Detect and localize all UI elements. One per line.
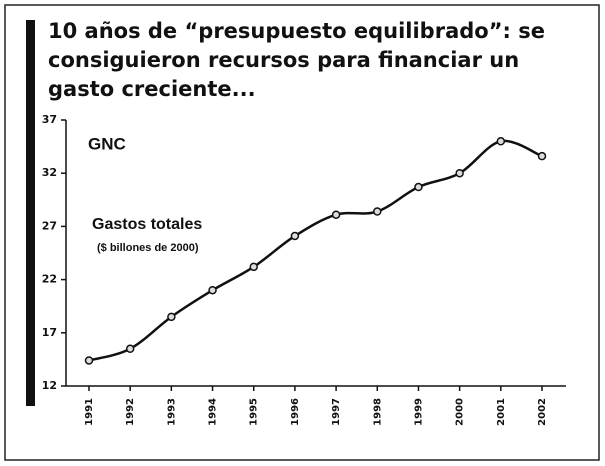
marker bbox=[290, 231, 300, 241]
x-tick-label: 1992 bbox=[125, 398, 136, 426]
marker bbox=[331, 210, 341, 219]
x-tick-label: 1998 bbox=[372, 398, 383, 426]
title-line: gasto creciente... bbox=[48, 77, 256, 101]
marker bbox=[249, 262, 258, 272]
marker bbox=[125, 344, 135, 354]
x-tick-label: 1996 bbox=[290, 398, 301, 426]
annotation: Gastos totales bbox=[92, 216, 202, 233]
x-tick-label: 2000 bbox=[455, 398, 466, 426]
x-tick-label: 2002 bbox=[537, 398, 548, 426]
x-tick-label: 1991 bbox=[84, 398, 95, 426]
annotation: ($ billones de 2000) bbox=[97, 242, 199, 254]
y-tick-label: 12 bbox=[42, 379, 57, 392]
marker bbox=[496, 137, 506, 146]
y-tick-label: 17 bbox=[42, 326, 57, 339]
marker bbox=[537, 151, 547, 161]
marker bbox=[414, 182, 423, 192]
marker bbox=[167, 312, 176, 322]
annotation: GNC bbox=[88, 134, 126, 153]
x-tick-label: 2001 bbox=[496, 398, 507, 426]
x-tick-label: 1999 bbox=[413, 398, 424, 426]
x-tick-label: 1993 bbox=[166, 398, 177, 426]
marker bbox=[208, 285, 217, 295]
title-line: 10 años de “presupuesto equilibrado”: se bbox=[48, 19, 545, 43]
y-tick-label: 32 bbox=[42, 166, 57, 179]
title-line: consiguieron recursos para financiar un bbox=[48, 48, 519, 72]
y-tick-label: 27 bbox=[42, 219, 57, 232]
x-tick-label: 1994 bbox=[208, 398, 219, 426]
marker bbox=[373, 207, 382, 216]
y-tick-label: 37 bbox=[42, 113, 57, 126]
marker bbox=[455, 168, 464, 178]
side-bar bbox=[26, 20, 35, 406]
marker bbox=[84, 356, 94, 365]
y-tick-label: 22 bbox=[42, 273, 57, 286]
x-tick-label: 1997 bbox=[331, 398, 342, 426]
x-tick-label: 1995 bbox=[249, 398, 260, 426]
